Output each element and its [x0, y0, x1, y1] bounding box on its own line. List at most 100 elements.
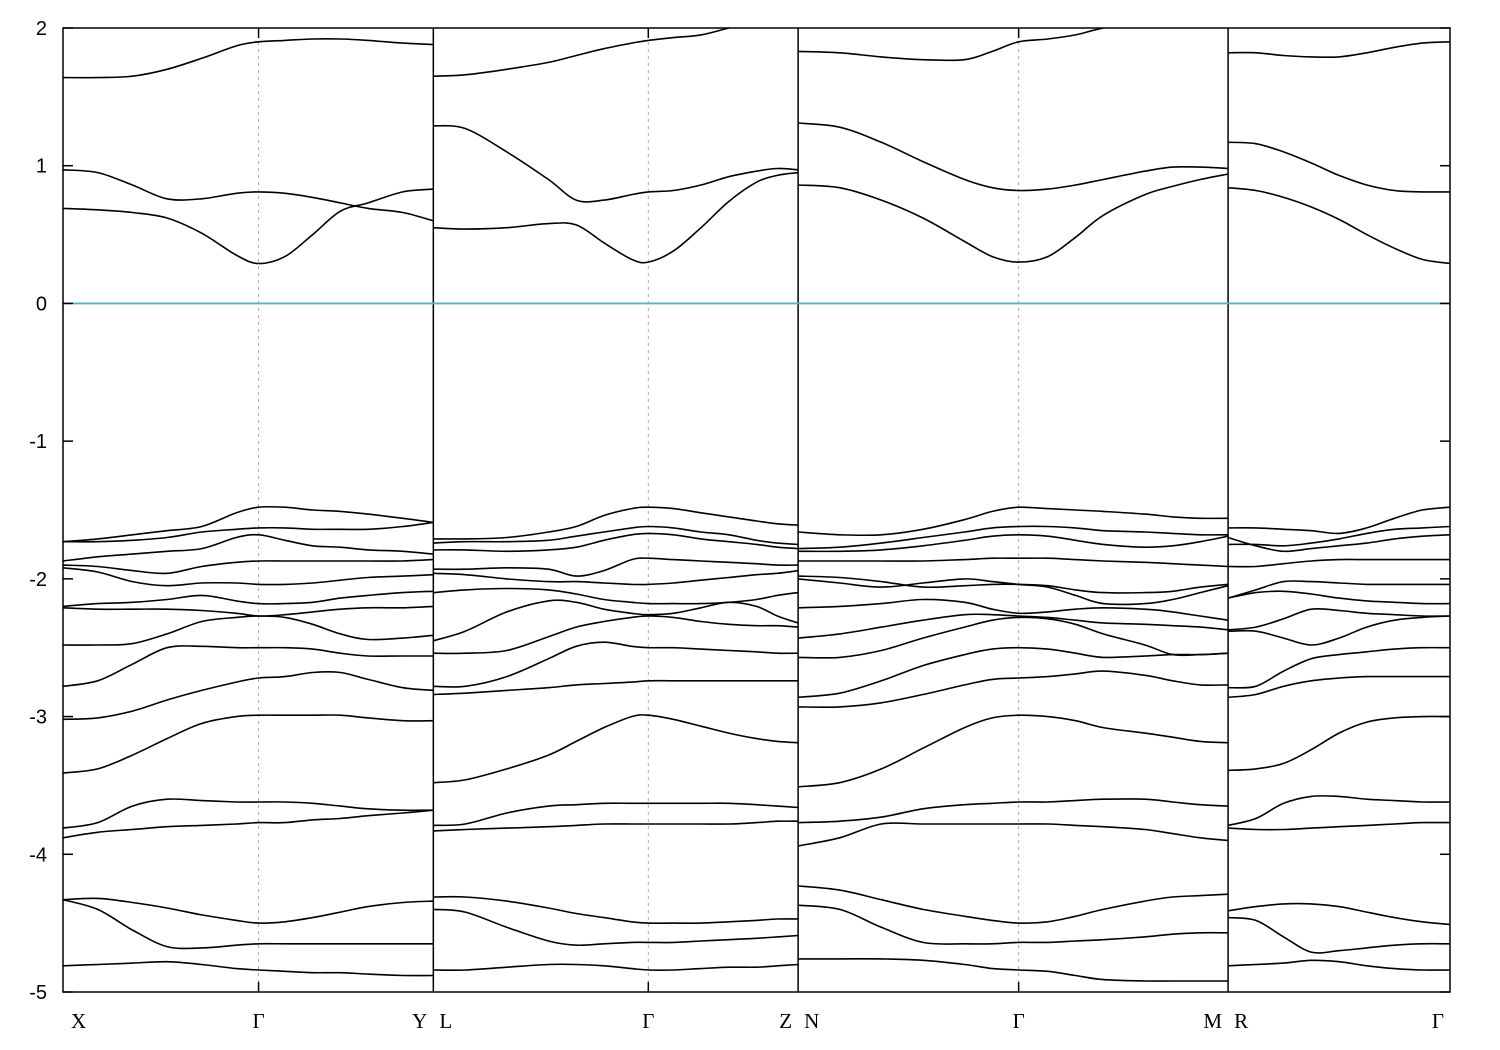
band-line-segment-2-band-12: [433, 641, 799, 688]
band-line-segment-4-band-14: [1228, 715, 1450, 772]
band-line-segment-4-band-13: [1228, 675, 1450, 699]
band-line-segment-4-band-15: [1227, 795, 1450, 827]
band-line-segment-4-band-10: [1228, 607, 1450, 631]
band-line-segment-2-band-6: [433, 532, 799, 553]
band-line-segment-2-band-16: [433, 820, 799, 832]
y-tick-label: 2: [36, 18, 47, 40]
band-line-segment-3-band-2: [798, 122, 1229, 192]
band-line-segment-2-band-15: [433, 802, 799, 827]
kpoint-label: R: [1234, 1009, 1248, 1033]
band-line-segment-4-band-12: [1228, 646, 1450, 689]
band-line-segment-2-band-5: [433, 525, 799, 546]
band-line-segment-4-band-5: [1228, 525, 1450, 547]
band-line-segment-3-band-18: [798, 885, 1229, 924]
y-tick-label: 1: [36, 156, 47, 178]
band-line-segment-4-band-19: [1228, 959, 1450, 971]
kpoint-label: Y: [412, 1009, 427, 1033]
y-tick-label: -3: [29, 707, 47, 729]
band-line-segment-1-band-13: [63, 671, 434, 721]
band-line-segment-1-band-5: [63, 521, 434, 543]
band-line-segment-1-band-15: [63, 798, 434, 829]
y-tick-label: -5: [29, 982, 47, 1004]
band-line-segment-4-band-9: [1227, 590, 1450, 605]
kpoint-label: X: [71, 1009, 86, 1033]
band-line-segment-4-band-18: [1228, 916, 1450, 954]
band-line-segment-3-band-20: [798, 958, 1229, 982]
band-line-segment-1-band-4: [63, 505, 434, 543]
band-line-segment-2-band-9: [433, 587, 799, 605]
band-line-segment-3-band-10: [798, 598, 1229, 621]
kpoint-label: N: [804, 1009, 819, 1033]
band-line-segment-4-band-16: [1228, 821, 1450, 831]
band-line-segment-2-band-14: [433, 714, 799, 784]
band-line-segment-4-band-8: [1227, 580, 1450, 599]
band-line-segment-3-band-11: [798, 613, 1229, 639]
kpoint-label: Γ: [642, 1009, 654, 1033]
band-line-segment-2-band-19: [433, 963, 799, 971]
band-line-segment-1-band-7: [63, 558, 434, 575]
band-line-segment-1-band-19: [63, 960, 434, 977]
band-line-segment-3-band-1: [798, 28, 1108, 62]
band-line-segment-1-band-11: [63, 615, 434, 646]
band-line-segment-3-band-15: [798, 714, 1229, 788]
band-line-segment-3-band-14: [798, 670, 1229, 709]
plot-frame: [62, 27, 1451, 993]
band-line-segment-2-band-8: [433, 569, 799, 586]
band-line-segment-3-band-17: [797, 822, 1229, 847]
band-line-segment-2-band-18: [433, 908, 799, 947]
band-line-segment-2-band-2: [433, 124, 799, 203]
band-line-segment-3-band-19: [798, 904, 1229, 945]
band-line-segment-4-band-2: [1228, 141, 1450, 193]
band-line-segment-2-band-4: [433, 506, 799, 540]
y-tick-label: -4: [29, 844, 47, 866]
kpoint-label: L: [439, 1009, 452, 1033]
band-line-segment-3-band-13: [798, 646, 1229, 699]
band-line-segment-1-band-8: [63, 567, 434, 587]
band-line-segment-2-band-11: [433, 615, 799, 655]
band-line-segment-1-band-1: [63, 38, 434, 79]
band-line-segment-2-band-17: [433, 895, 799, 925]
band-line-segment-3-band-5: [798, 525, 1229, 550]
grid-layer: [258, 28, 1020, 992]
band-line-segment-2-band-1: [433, 28, 733, 77]
band-lines-layer: [63, 28, 1450, 982]
band-line-segment-4-band-7: [1228, 558, 1450, 568]
band-line-segment-3-band-3: [798, 173, 1229, 263]
kpoint-label: M: [1203, 1009, 1222, 1033]
band-line-segment-2-band-10: [433, 599, 799, 642]
band-line-segment-4-band-11: [1228, 615, 1450, 646]
band-line-segment-3-band-4: [798, 506, 1229, 537]
band-line-segment-3-band-6: [798, 533, 1229, 553]
y-axis-ticks: -5 -4 -3 -2 -1 0 1 2: [29, 18, 1450, 1004]
band-line-segment-1-band-3: [63, 188, 434, 265]
band-line-segment-3-band-9: [798, 578, 1229, 606]
y-tick-label: 0: [36, 293, 47, 315]
kpoint-label: Z: [779, 1009, 792, 1033]
band-line-segment-1-band-9: [63, 590, 434, 608]
band-line-segment-1-band-2: [63, 169, 434, 222]
band-line-segment-3-band-12: [798, 616, 1229, 659]
segment-divider-layer: [432, 28, 1229, 992]
band-line-segment-4-band-17: [1227, 902, 1450, 926]
band-line-segment-4-band-4: [1228, 506, 1450, 535]
kpoint-label: Γ: [1432, 1009, 1444, 1033]
band-line-segment-3-band-16: [798, 798, 1229, 824]
band-line-segment-1-band-14: [63, 714, 434, 774]
y-tick-label: -2: [29, 569, 47, 591]
band-line-segment-3-band-7: [798, 557, 1229, 568]
band-line-segment-1-band-10: [63, 605, 434, 617]
band-line-segment-4-band-6: [1227, 534, 1450, 553]
kpoint-label: Γ: [252, 1009, 264, 1033]
band-line-segment-2-band-13: [433, 679, 799, 696]
band-line-segment-1-band-17: [63, 897, 434, 924]
kpoint-label: Γ: [1013, 1009, 1025, 1033]
band-line-segment-4-band-3: [1228, 186, 1450, 265]
plot-frame-layer: [62, 27, 1451, 993]
y-tick-label: -1: [29, 431, 47, 453]
band-line-segment-2-band-7: [433, 557, 799, 577]
band-line-segment-1-band-18: [63, 898, 434, 950]
band-line-segment-1-band-12: [63, 645, 434, 688]
band-line-segment-2-band-3: [433, 171, 799, 264]
